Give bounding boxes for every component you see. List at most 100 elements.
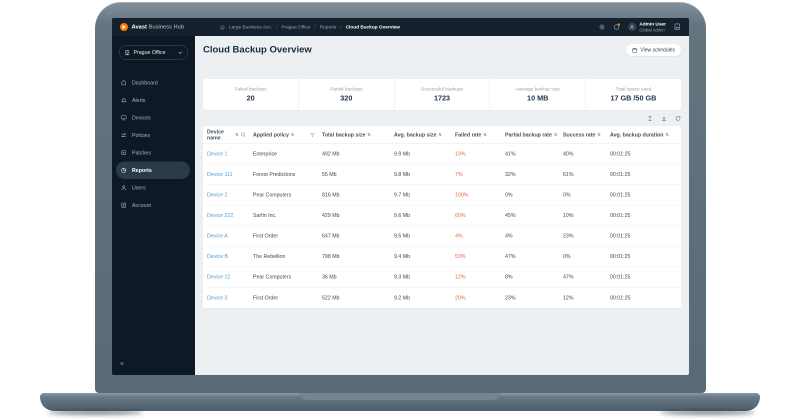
laptop-shadow-left [48, 410, 143, 415]
breadcrumb-separator: / [340, 24, 342, 30]
sort-icon[interactable]: ⇅ [597, 132, 601, 137]
stat-label: Successful backups [421, 86, 463, 93]
cell-avg-size: 9.9 Mb [394, 151, 411, 157]
sort-icon[interactable]: ⇅ [290, 132, 295, 137]
calendar-icon [632, 47, 637, 53]
sort-icon[interactable]: ⇅ [367, 132, 371, 137]
col-partial-backup-rate[interactable]: Partial backup rate ⇅ [505, 131, 558, 138]
cell-partial-rate: 32% [505, 171, 516, 178]
cell-partial-rate: 45% [505, 212, 516, 219]
sidebar: Prague Office Dashboard Alerts Devices [112, 36, 195, 375]
download-icon[interactable] [661, 116, 667, 122]
cell-policy: Sarfin Inc. [253, 212, 277, 219]
location-selector[interactable]: Prague Office [119, 45, 188, 60]
location-selector-label: Prague Office [133, 49, 166, 56]
brand-name: Avast Business Hub [131, 24, 185, 30]
breadcrumb-item[interactable]: Reports [319, 24, 337, 30]
sort-icon[interactable]: ⇅ [235, 132, 239, 137]
home-icon [121, 80, 127, 86]
cell-avg-size: 9.5 Mb [394, 233, 411, 239]
col-avg-backup-duration[interactable]: Avg. backup duration ⇅ [610, 131, 669, 138]
col-avg-backup-size[interactable]: Avg. backup size ⇅ [394, 131, 442, 138]
sidebar-item-devices[interactable]: Devices [116, 109, 190, 127]
device-link[interactable]: Device 111 [207, 171, 233, 178]
cell-avg-size: 9.3 Mb [394, 274, 411, 280]
col-failed-rate[interactable]: Failed rate ⇅ [455, 131, 487, 138]
backup-table: Device name ⇅ Applied policy ⇅ Total backu… [203, 126, 681, 308]
filter-icon[interactable] [310, 132, 315, 138]
device-link[interactable]: Device 1 [207, 151, 228, 157]
cell-success-rate: 0% [563, 253, 571, 260]
search-icon[interactable] [241, 132, 247, 138]
breadcrumb-item[interactable]: Large Business Acc. [229, 24, 273, 30]
device-link[interactable]: Device 2 [207, 192, 228, 198]
device-link[interactable]: Device 222 [207, 212, 234, 219]
cell-policy: Pear Computers [253, 192, 292, 198]
cell-device: Device A [207, 233, 253, 239]
table-header: Device name ⇅ Applied policy ⇅ Total backu… [203, 126, 681, 144]
settings-gear-icon[interactable] [598, 23, 605, 30]
user-menu[interactable]: Admin User Global Admin [627, 22, 666, 33]
col-total-backup-size[interactable]: Total backup size ⇅ [322, 131, 371, 138]
sort-icon[interactable]: ⇅ [665, 132, 669, 137]
cell-failed-rate: 20% [455, 294, 466, 301]
stat-label: Total space used [615, 86, 652, 93]
col-applied-policy[interactable]: Applied policy ⇅ [253, 132, 322, 138]
cell-device: Device 3 [207, 295, 253, 301]
cell-policy: Pear Computers [253, 274, 292, 280]
page-title: Cloud Backup Overview [203, 44, 312, 56]
sidebar-item-policies[interactable]: Policies [116, 127, 190, 145]
cell-success-rate: 23% [563, 233, 574, 239]
sidebar-collapse-button[interactable]: « [120, 359, 124, 367]
device-link[interactable]: Device 12 [207, 274, 231, 280]
cell-avg-size: 9.6 Mb [394, 212, 411, 219]
refresh-icon[interactable] [675, 116, 681, 122]
sidebar-nav: Dashboard Alerts Devices Policies Patche… [112, 74, 195, 214]
bell-icon [121, 98, 127, 103]
view-schedules-button[interactable]: View schedules [625, 44, 681, 56]
sidebar-item-account[interactable]: Account [116, 197, 190, 215]
patch-icon [121, 150, 127, 156]
device-link[interactable]: Device B [207, 253, 229, 260]
stat-value: 320 [340, 94, 353, 103]
breadcrumb-current: Cloud Backup Overview [345, 24, 401, 30]
app-switcher-icon[interactable] [674, 23, 682, 31]
sidebar-item-label: Account [132, 202, 151, 209]
sidebar-item-alerts[interactable]: Alerts [116, 92, 190, 110]
user-role: Global Admin [639, 27, 665, 33]
sort-icon[interactable]: ⇅ [438, 132, 442, 137]
avatar [627, 22, 637, 32]
table-row: Device 111 Forest Predictions 55 Mb 9.8 Mb 7… [203, 165, 681, 185]
cell-policy: Forest Predictions [253, 171, 296, 178]
cell-total-size: 798 Mb [322, 253, 340, 260]
person-icon [630, 25, 635, 30]
breadcrumb-item[interactable]: Prague Office [281, 24, 311, 30]
sidebar-item-label: Policies [132, 132, 151, 139]
sort-icon[interactable]: ⇅ [553, 132, 558, 137]
cell-device: Device 1 [207, 151, 253, 157]
col-success-rate[interactable]: Success rate ⇅ [563, 131, 601, 138]
sidebar-item-dashboard[interactable]: Dashboard [116, 74, 190, 92]
cell-avg-size: 9.2 Mb [394, 294, 411, 301]
id-card-icon [121, 202, 126, 208]
cell-duration: 00:01:25 [610, 171, 631, 178]
stat-label: Partial backups [330, 86, 363, 93]
notifications-icon[interactable] [613, 23, 621, 31]
device-link[interactable]: Device 3 [207, 294, 228, 301]
stat-average-backup-size: Average backup size 10 MB [489, 79, 586, 110]
sidebar-item-label: Alerts [132, 97, 146, 104]
table-toolbar [203, 114, 681, 123]
sort-icon[interactable]: ⇅ [483, 132, 487, 137]
topbar-actions: Admin User Global Admin [598, 22, 681, 33]
topbar: Avast Business Hub Large Business Acc. /… [112, 18, 689, 36]
cell-duration: 00:01:25 [610, 233, 631, 239]
cell-failed-rate: 7% [455, 171, 463, 178]
sidebar-item-users[interactable]: Users [116, 179, 190, 197]
sidebar-item-patches[interactable]: Patches [116, 144, 190, 162]
device-link[interactable]: Device A [207, 233, 228, 239]
col-device-name[interactable]: Device name ⇅ [207, 129, 253, 141]
sidebar-item-reports[interactable]: Reports [116, 161, 190, 179]
columns-icon[interactable] [647, 116, 653, 122]
sliders-icon [121, 133, 127, 138]
cell-device: Device 2 [207, 192, 253, 198]
